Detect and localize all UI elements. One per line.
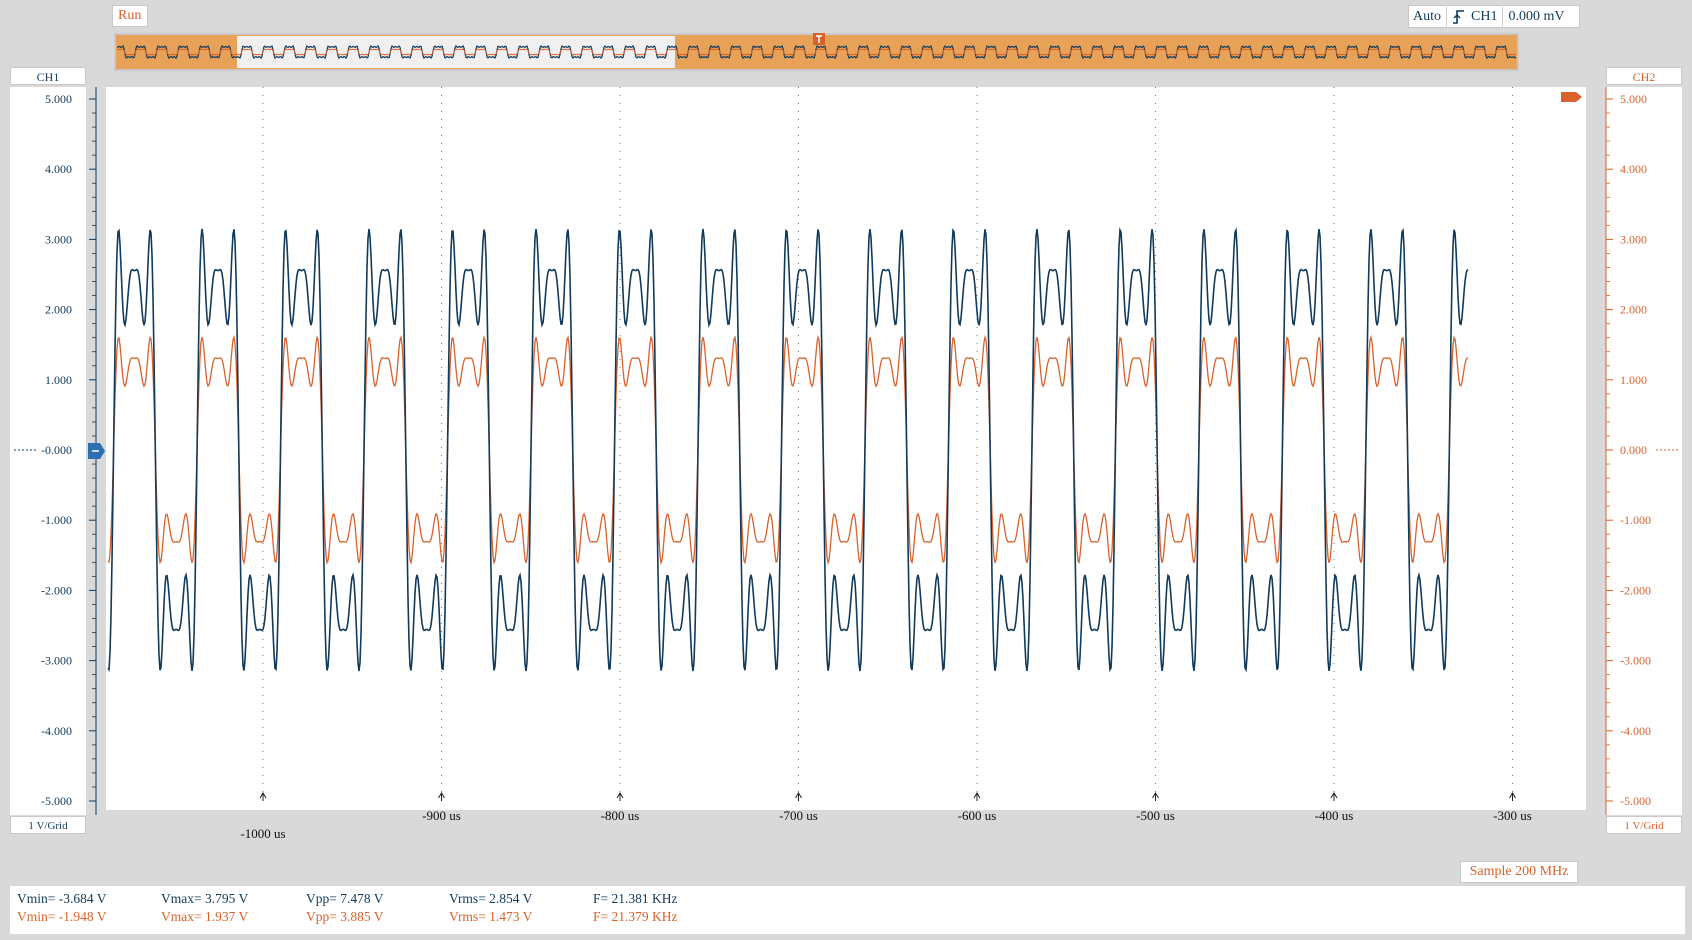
ch2-vpp: Vpp= 3.885 V (306, 909, 384, 924)
trigger-position-marker-icon[interactable] (813, 33, 825, 45)
overview-view-window[interactable] (237, 36, 675, 68)
time-tick-label: -300 us (1493, 808, 1532, 823)
ch1-offset-marker-icon[interactable] (86, 442, 106, 460)
ch2-axis-panel (1606, 87, 1682, 815)
voltage-tick-label: 2.000 (1620, 303, 1647, 317)
ch1-measurements: Vmin= -3.684 V Vmax= 3.795 V Vpp= 7.478 … (10, 891, 1685, 909)
voltage-tick-label: -5.000 (1620, 794, 1651, 808)
time-tick-label: -1000 us (240, 826, 286, 841)
rising-edge-icon (1453, 9, 1464, 24)
time-tick-label: -500 us (1136, 808, 1175, 823)
voltage-tick-label: 5.000 (1620, 92, 1647, 106)
divider (1502, 7, 1504, 26)
divider (1446, 7, 1447, 26)
time-tick-marker (973, 792, 981, 801)
voltage-tick-label: -1.000 (1620, 513, 1651, 527)
trigger-mode[interactable]: Auto (1413, 9, 1441, 24)
time-tick-label: -800 us (600, 808, 640, 823)
run-status[interactable]: Run (112, 5, 148, 27)
voltage-tick-label: -2.000 (41, 583, 72, 597)
ch1-voltage-axis: 5.000 4.000 3.000 2.000 1.000 -0.000 -1.000 -2.… (14, 87, 97, 815)
voltage-tick-label: -2.000 (1620, 583, 1651, 597)
ch1-waveform (107, 227, 1469, 673)
time-tick-label: -600 us (957, 808, 997, 823)
sample-rate[interactable]: Sample 200 MHz (1460, 861, 1578, 883)
ch2-label[interactable]: CH2 (1606, 67, 1682, 85)
voltage-tick-label: -1.000 (41, 513, 72, 527)
voltage-tick-label: -4.000 (1620, 724, 1651, 738)
ch2-vmax: Vmax= 1.937 V (161, 909, 249, 924)
time-tick-marker (438, 792, 445, 801)
ch1-label[interactable]: CH1 (10, 67, 86, 85)
ch1-vmax: Vmax= 3.795 V (161, 891, 249, 906)
time-tick-marker (795, 792, 802, 801)
ch1-vpp: Vpp= 7.478 V (306, 891, 384, 906)
ch2-measurements: Vmin= -1.948 V Vmax= 1.937 V Vpp= 3.885 … (10, 909, 1685, 927)
time-tick-marker (1509, 792, 1516, 801)
overview-waveform (116, 48, 1517, 56)
ch2-vrms: Vrms= 1.473 V (449, 909, 533, 924)
ch1-frequency: F= 21.381 KHz (593, 891, 678, 906)
voltage-tick-label: -0.000 (41, 443, 72, 457)
ch2-waveform (107, 334, 1469, 566)
voltage-tick-label: 3.000 (1620, 232, 1647, 246)
ch1-vmin: Vmin= -3.684 V (17, 891, 107, 906)
voltage-tick-label: 4.000 (1620, 162, 1647, 176)
voltage-tick-label: 4.000 (45, 162, 72, 176)
voltage-tick-label: -3.000 (1620, 654, 1651, 668)
trigger-level[interactable]: 0.000 mV (1508, 9, 1565, 24)
voltage-tick-label: -3.000 (41, 654, 72, 668)
voltage-tick-label: 3.000 (45, 232, 72, 246)
trigger-channel[interactable]: CH1 (1471, 9, 1498, 24)
ch1-axis-panel (10, 87, 86, 815)
time-tick-label: -700 us (779, 808, 818, 823)
ch2-vmin: Vmin= -1.948 V (17, 909, 107, 924)
voltage-tick-label: -4.000 (41, 724, 72, 738)
ch2-voltage-axis: 5.000 4.000 3.000 2.000 1.000 0.000 -1.000 -2.0… (1605, 87, 1680, 815)
time-tick-marker (1330, 792, 1338, 801)
voltage-tick-label: 0.000 (1620, 443, 1647, 457)
ch2-frequency: F= 21.379 KHz (593, 909, 678, 924)
measurement-panel: Vmin= -3.684 V Vmax= 3.795 V Vpp= 7.478 … (10, 886, 1685, 934)
trigger-settings[interactable]: Auto CH1 0.000 mV (1408, 5, 1580, 28)
voltage-tick-label: 1.000 (1620, 373, 1647, 387)
voltage-tick-label: 1.000 (45, 373, 72, 387)
time-tick-label: -900 us (422, 808, 461, 823)
voltage-tick-label: 2.000 (45, 303, 72, 317)
ch2-offset-marker-icon[interactable] (1561, 92, 1582, 102)
time-tick-marker (616, 792, 624, 801)
waveform-display[interactable] (106, 87, 1586, 810)
ch2-scale[interactable]: 1 V/Grid (1606, 816, 1682, 834)
time-tick-marker (259, 792, 267, 801)
time-tick-marker (1152, 792, 1159, 801)
voltage-tick-label: -5.000 (41, 794, 72, 808)
ch1-scale[interactable]: 1 V/Grid (10, 816, 86, 834)
voltage-tick-label: 5.000 (45, 92, 72, 106)
time-tick-label: -400 us (1314, 808, 1354, 823)
memory-overview-strip[interactable] (114, 33, 1519, 71)
ch1-vrms: Vrms= 2.854 V (449, 891, 533, 906)
